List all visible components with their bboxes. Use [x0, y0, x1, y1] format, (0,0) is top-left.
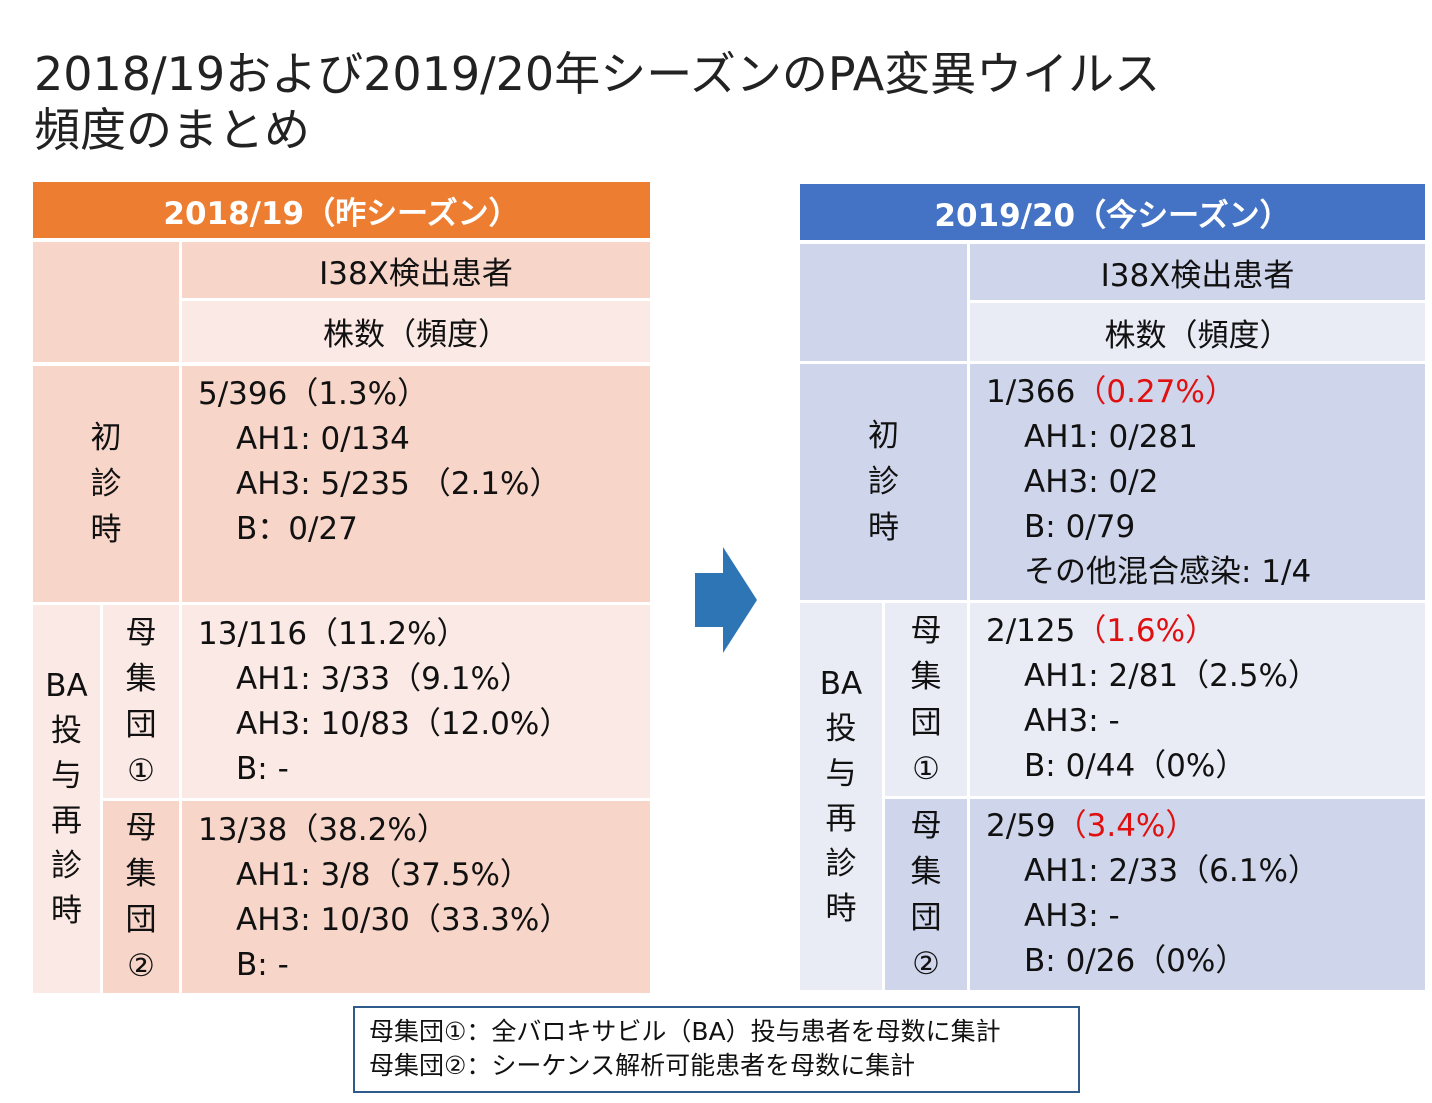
left-pop2-b: B: - — [236, 947, 289, 983]
left-pop2-ah1: AH1: 3/8（37.5%） — [236, 857, 531, 893]
right-pop1-total-line: 2/125（1.6%） — [986, 609, 1425, 654]
right-first-visit-total: 1/366 — [986, 374, 1076, 410]
left-pop1-b: B: - — [236, 751, 289, 787]
left-pop1-ah3: AH3: 10/83（12.0%） — [236, 706, 571, 742]
right-ba-label-text: BA 投 与 再 診 時 — [819, 665, 863, 927]
left-first-visit-ah1: AH1: 0/134 — [236, 421, 410, 457]
right-first-visit-other: その他混合感染: 1/4 — [1024, 554, 1312, 590]
left-pop2-label: 母 集 団 ② — [103, 801, 179, 993]
right-first-visit-ah1: AH1: 0/281 — [1024, 419, 1198, 455]
footnote-line-1: 母集団①：全バロキサビル（BA）投与患者を母数に集計 — [369, 1017, 1001, 1046]
right-pop2-pct: （3.4%） — [1055, 808, 1197, 844]
right-pop1-label: 母 集 団 ① — [885, 603, 967, 796]
right-pop1-data: 2/125（1.6%） AH1: 2/81（2.5%） AH3: - B: 0/… — [970, 603, 1425, 796]
left-pop2-label-text: 母 集 団 ② — [125, 810, 157, 984]
left-pop1-data: 13/116（11.2%） AH1: 3/33（9.1%） AH3: 10/83… — [182, 605, 650, 798]
left-first-visit-total: 5/396（1.3%） — [198, 376, 429, 412]
left-pop2-data: 13/38（38.2%） AH1: 3/8（37.5%） AH3: 10/30（… — [182, 801, 650, 993]
footnote-box: 母集団①：全バロキサビル（BA）投与患者を母数に集計 母集団②：シーケンス解析可… — [353, 1006, 1080, 1093]
right-pop2-ah1: AH1: 2/33（6.1%） — [1024, 853, 1319, 889]
left-first-visit-b: B：0/27 — [236, 511, 358, 547]
slide-title: 2018/19および2019/20年シーズンのPA変異ウイルス 頻度のまとめ — [34, 47, 1161, 157]
right-first-visit-pct: （0.27%） — [1075, 374, 1236, 410]
right-pop2-label-text: 母 集 団 ② — [910, 807, 942, 982]
right-first-visit-b: B: 0/79 — [1024, 509, 1136, 545]
left-pop1-ah1: AH1: 3/33（9.1%） — [236, 661, 531, 697]
right-pop1-ah1: AH1: 2/81（2.5%） — [1024, 658, 1319, 694]
left-table-header: 2018/19（昨シーズン） — [33, 182, 650, 238]
right-col-header-detected: I38X検出患者 — [970, 244, 1425, 300]
right-pop1-ah3: AH3: - — [1024, 703, 1120, 739]
right-ba-label-cell: BA 投 与 再 診 時 — [800, 603, 882, 990]
right-pop2-label: 母 集 団 ② — [885, 799, 967, 990]
left-ba-label-text: BA 投 与 再 診 時 — [45, 668, 88, 929]
left-pop2-total: 13/38（38.2%） — [198, 812, 448, 848]
left-row-label-first-visit-text: 初 診 時 — [90, 420, 122, 548]
right-corner-cell — [800, 244, 967, 361]
right-pop2-ah3: AH3: - — [1024, 898, 1120, 934]
left-pop1-label: 母 集 団 ① — [103, 605, 179, 798]
footnote-line-2: 母集団②：シーケンス解析可能患者を母数に集計 — [369, 1051, 916, 1080]
left-corner-cell — [33, 242, 179, 362]
left-row-label-first-visit: 初 診 時 — [33, 366, 179, 602]
right-pop1-total: 2/125 — [986, 613, 1076, 649]
right-first-visit-total-line: 1/366（0.27%） — [986, 370, 1425, 415]
left-first-visit-data: 5/396（1.3%） AH1: 0/134 AH3: 5/235 （2.1%）… — [182, 366, 650, 602]
right-pop1-label-text: 母 集 団 ① — [910, 612, 942, 787]
left-pop2-ah3: AH3: 10/30（33.3%） — [236, 902, 571, 938]
right-pop2-b: B: 0/26（0%） — [1024, 943, 1247, 979]
right-table-header: 2019/20（今シーズン） — [800, 184, 1425, 240]
left-first-visit-ah3: AH3: 5/235 （2.1%） — [236, 466, 561, 502]
right-row-label-first-visit-text: 初 診 時 — [868, 418, 899, 546]
right-first-visit-data: 1/366（0.27%） AH1: 0/281 AH3: 0/2 B: 0/79… — [970, 364, 1425, 600]
right-pop2-data: 2/59（3.4%） AH1: 2/33（6.1%） AH3: - B: 0/2… — [970, 799, 1425, 990]
right-pop1-pct: （1.6%） — [1075, 613, 1217, 649]
right-pop1-b: B: 0/44（0%） — [1024, 748, 1247, 784]
left-pop1-label-text: 母 集 団 ① — [125, 614, 157, 789]
right-first-visit-ah3: AH3: 0/2 — [1024, 464, 1159, 500]
right-pop2-total-line: 2/59（3.4%） — [986, 804, 1425, 849]
left-ba-label-cell: BA 投 与 再 診 時 — [33, 605, 100, 993]
left-col-header-count: 株数（頻度） — [182, 301, 650, 362]
right-pop2-total: 2/59 — [986, 808, 1056, 844]
left-pop1-total: 13/116（11.2%） — [198, 616, 468, 652]
right-col-header-count: 株数（頻度） — [970, 303, 1425, 361]
right-arrow-icon — [695, 547, 757, 653]
right-row-label-first-visit: 初 診 時 — [800, 364, 967, 600]
left-col-header-detected: I38X検出患者 — [182, 242, 650, 298]
